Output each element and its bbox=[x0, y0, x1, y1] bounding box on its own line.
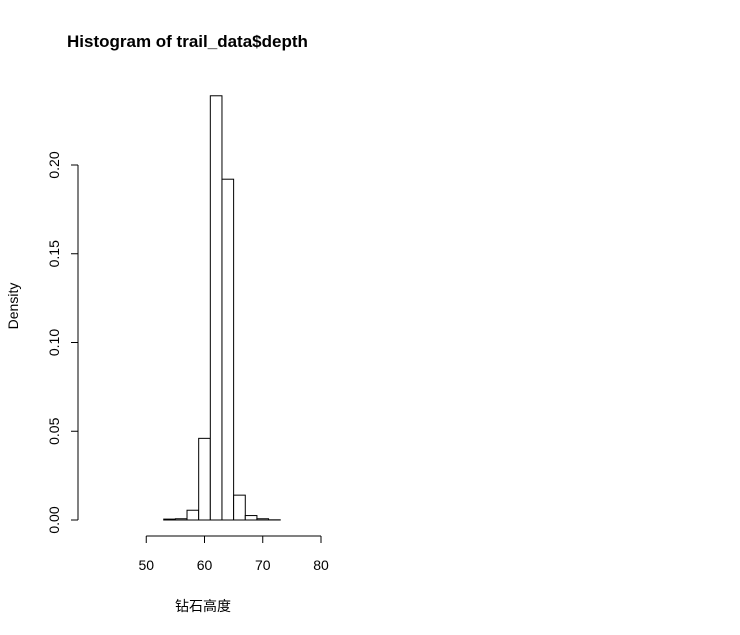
x-tick-label: 50 bbox=[138, 557, 154, 573]
y-tick-label: 0.05 bbox=[46, 417, 62, 444]
histogram-bar bbox=[186, 509, 200, 521]
histogram-bar bbox=[256, 518, 270, 521]
histogram-bar bbox=[233, 494, 246, 521]
y-axis: 0.00 0.05 0.10 0.15 0.20 bbox=[46, 151, 79, 534]
histogram-bar bbox=[244, 515, 258, 521]
histogram-bar bbox=[221, 178, 235, 521]
y-tick-label: 0.00 bbox=[46, 506, 62, 533]
x-tick-label: 70 bbox=[255, 557, 271, 573]
y-tick-label: 0.10 bbox=[46, 329, 62, 356]
x-axis: 50 60 70 80 bbox=[138, 535, 329, 573]
histogram-bar bbox=[209, 95, 223, 521]
histogram-bar bbox=[163, 518, 176, 521]
x-axis-label: 钻石高度 bbox=[175, 598, 231, 614]
y-axis-label: Density bbox=[5, 283, 21, 330]
y-tick-label: 0.20 bbox=[46, 151, 62, 178]
histogram-bar bbox=[198, 437, 211, 521]
chart-title: Histogram of trail_data$depth bbox=[67, 32, 308, 51]
x-tick-label: 80 bbox=[313, 557, 329, 573]
x-tick-label: 60 bbox=[197, 557, 213, 573]
y-tick-label: 0.15 bbox=[46, 240, 62, 267]
histogram-bars bbox=[163, 95, 281, 521]
histogram-bar bbox=[174, 518, 188, 521]
